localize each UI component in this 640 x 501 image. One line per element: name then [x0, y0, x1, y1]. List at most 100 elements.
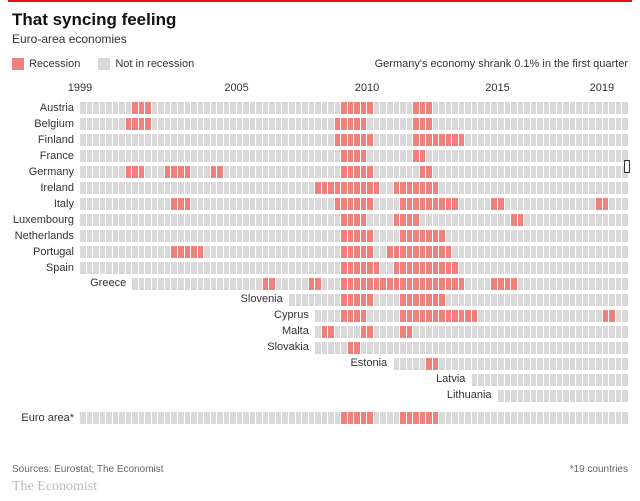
quarter-cell [472, 150, 478, 162]
row-track [80, 246, 628, 258]
quarter-cell [106, 198, 112, 210]
quarter-cell [596, 230, 602, 242]
quarter-cell [478, 412, 484, 424]
quarter-cell [531, 150, 537, 162]
quarter-cell [616, 310, 622, 322]
quarter-cell [557, 278, 563, 290]
quarter-cell [80, 246, 86, 258]
quarter-cell [119, 412, 125, 424]
quarter-cell [563, 412, 569, 424]
quarter-cell [544, 358, 550, 370]
quarter-cell [439, 246, 445, 258]
quarter-cell [348, 150, 354, 162]
quarter-cell [354, 102, 360, 114]
quarter-cell [583, 150, 589, 162]
country-row: Euro area* [12, 410, 628, 425]
quarter-cell [570, 310, 576, 322]
row-track [80, 134, 628, 146]
quarter-cell [420, 412, 426, 424]
quarter-cell [583, 278, 589, 290]
quarter-cell [302, 278, 308, 290]
quarter-cell [537, 358, 543, 370]
legend-not-label: Not in recession [115, 58, 194, 70]
quarter-cell [165, 182, 171, 194]
quarter-cell [256, 198, 262, 210]
quarter-cell [609, 198, 615, 210]
quarter-cell [557, 182, 563, 194]
quarter-cell [113, 214, 119, 226]
quarter-cell [413, 182, 419, 194]
quarter-cell [263, 412, 269, 424]
quarter-cell [583, 102, 589, 114]
swatch-recession [12, 58, 24, 70]
quarter-cell [603, 310, 609, 322]
quarter-cell [622, 390, 628, 402]
quarter-cell [322, 150, 328, 162]
country-label-inset: Estonia [12, 357, 387, 369]
quarter-cell [550, 310, 556, 322]
quarter-cell [407, 262, 413, 274]
quarter-cell [119, 182, 125, 194]
quarter-cell [589, 118, 595, 130]
quarter-cell [550, 262, 556, 274]
quarter-cell [511, 412, 517, 424]
quarter-cell [439, 310, 445, 322]
quarter-cell [609, 412, 615, 424]
quarter-cell [328, 182, 334, 194]
annotation-text: Germany's economy shrank 0.1% in the fir… [375, 58, 628, 70]
quarter-cell [354, 198, 360, 210]
quarter-cell [387, 326, 393, 338]
quarter-cell [576, 358, 582, 370]
quarter-cell [609, 342, 615, 354]
quarter-cell [132, 412, 138, 424]
quarter-cell [616, 166, 622, 178]
quarter-cell [603, 278, 609, 290]
country-label: France [12, 150, 80, 162]
quarter-cell [269, 118, 275, 130]
quarter-cell [407, 166, 413, 178]
quarter-cell [100, 134, 106, 146]
quarter-cell [491, 230, 497, 242]
quarter-cell [119, 166, 125, 178]
quarter-cell [191, 412, 197, 424]
quarter-cell [250, 134, 256, 146]
quarter-cell [113, 182, 119, 194]
quarter-cell [596, 150, 602, 162]
quarter-cell [570, 342, 576, 354]
quarter-cell [367, 326, 373, 338]
quarter-cell [511, 262, 517, 274]
quarter-cell [217, 278, 223, 290]
quarter-cell [250, 230, 256, 242]
quarter-cell [394, 326, 400, 338]
quarter-cell [570, 198, 576, 210]
quarter-cell [211, 182, 217, 194]
quarter-cell [204, 182, 210, 194]
quarter-cell [557, 412, 563, 424]
quarter-cell [439, 102, 445, 114]
quarter-cell [100, 214, 106, 226]
quarter-cell [622, 230, 628, 242]
quarter-cell [119, 262, 125, 274]
quarter-cell [596, 214, 602, 226]
quarter-cell [407, 278, 413, 290]
quarter-cell [263, 246, 269, 258]
quarter-cell [550, 102, 556, 114]
quarter-cell [570, 214, 576, 226]
quarter-cell [171, 150, 177, 162]
quarter-cell [439, 342, 445, 354]
quarter-cell [367, 102, 373, 114]
quarter-cell [426, 246, 432, 258]
quarter-cell [250, 166, 256, 178]
quarter-cell [256, 118, 262, 130]
quarter-cell [145, 278, 151, 290]
quarter-cell [576, 182, 582, 194]
quarter-cell [269, 412, 275, 424]
quarter-cell [361, 102, 367, 114]
quarter-cell [145, 214, 151, 226]
quarter-cell [563, 278, 569, 290]
quarter-cell [433, 102, 439, 114]
quarter-cell [446, 230, 452, 242]
quarter-cell [354, 310, 360, 322]
quarter-cell [158, 150, 164, 162]
quarter-cell [191, 166, 197, 178]
